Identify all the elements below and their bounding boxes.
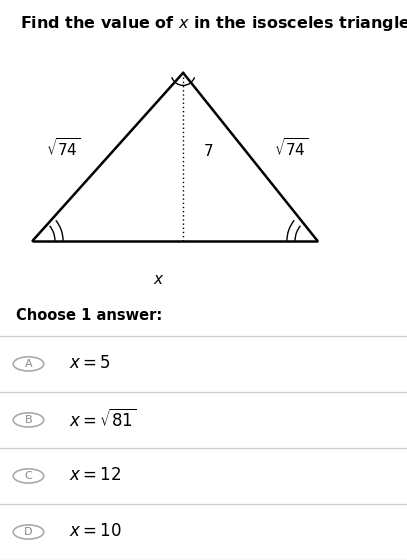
- Text: C: C: [24, 471, 33, 481]
- Text: $x = 10$: $x = 10$: [69, 524, 122, 540]
- Text: D: D: [24, 527, 33, 537]
- Text: 7: 7: [204, 144, 213, 158]
- Text: $x = 12$: $x = 12$: [69, 468, 121, 484]
- Text: $x$: $x$: [153, 273, 164, 287]
- Text: $\sqrt{74}$: $\sqrt{74}$: [46, 137, 81, 160]
- Text: Find the value of $x$ in the isosceles triangle shown below.: Find the value of $x$ in the isosceles t…: [20, 14, 407, 33]
- Text: Choose 1 answer:: Choose 1 answer:: [16, 307, 162, 323]
- Text: $x = \sqrt{81}$: $x = \sqrt{81}$: [69, 409, 137, 431]
- Text: B: B: [25, 415, 32, 425]
- Text: $x = 5$: $x = 5$: [69, 356, 111, 372]
- Text: A: A: [25, 359, 32, 369]
- Text: $\sqrt{74}$: $\sqrt{74}$: [274, 137, 309, 160]
